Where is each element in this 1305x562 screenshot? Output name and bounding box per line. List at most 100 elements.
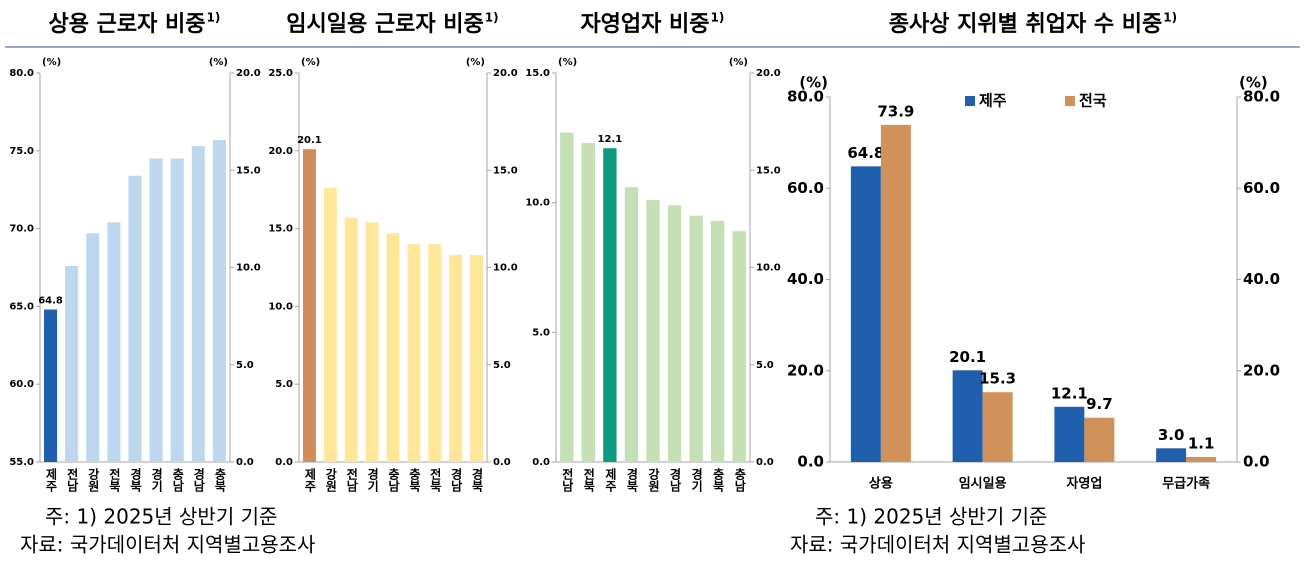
y2-unit: (%): [729, 57, 748, 68]
bar: [44, 309, 58, 462]
bar: [1084, 417, 1115, 462]
bar: [86, 233, 100, 462]
x-tick-label: 경기: [150, 468, 164, 493]
title-superscript: 1): [207, 11, 221, 25]
y-unit: (%): [42, 57, 61, 68]
y2-tick-label: 15.0: [756, 165, 781, 176]
x-tick-label: 전남: [560, 467, 574, 493]
title-superscript: 1): [1163, 11, 1177, 25]
x-tick-label: 경기: [366, 468, 380, 493]
legend-swatch: [965, 96, 975, 106]
x-tick-label: 경북: [129, 468, 143, 493]
x-tick-label: 제주: [603, 468, 617, 493]
y2-tick-label: 0.0: [1243, 453, 1270, 471]
bar: [323, 188, 337, 463]
bar: [149, 158, 163, 462]
bar: [710, 220, 725, 462]
x-tick-label: 충북: [711, 467, 725, 493]
legend-label: 제주: [979, 92, 1007, 110]
y-tick-label: 40.0: [787, 270, 824, 288]
y2-tick-label: 5.0: [236, 360, 254, 371]
bar: [1186, 456, 1217, 462]
y2-tick-label: 0.0: [236, 457, 254, 468]
bar: [1156, 448, 1187, 462]
x-tick-label: 강원: [86, 468, 100, 493]
data-label: 20.1: [297, 135, 322, 146]
bar: [428, 244, 442, 462]
bar: [65, 265, 79, 462]
chart-title: 임시일용 근로자 비중: [286, 12, 483, 37]
legend-swatch: [1065, 96, 1075, 106]
bar: [982, 392, 1013, 462]
bar: [365, 222, 379, 462]
x-tick-label: 충남: [387, 467, 401, 493]
bar: [449, 255, 463, 462]
y-unit: (%): [558, 57, 577, 68]
y2-tick-label: 60.0: [1243, 179, 1280, 197]
bar: [850, 166, 881, 462]
data-label: 64.8: [847, 144, 884, 162]
x-tick-label: 충북: [407, 467, 421, 493]
y2-tick-label: 10.0: [236, 263, 261, 274]
bar: [603, 148, 617, 462]
y-tick-label: 80.0: [9, 68, 34, 79]
y-tick-label: 65.0: [9, 301, 34, 312]
bar: [191, 146, 205, 462]
bar: [581, 143, 596, 462]
x-tick-label: 전남: [345, 467, 359, 493]
bar: [107, 222, 121, 462]
y-tick-label: 55.0: [9, 457, 34, 468]
x-tick-label: 충남: [733, 467, 747, 493]
y2-tick-label: 10.0: [493, 263, 518, 274]
x-tick-label: 제주: [44, 468, 58, 493]
source: 자료: 국가데이터처 지역별고용조사: [20, 533, 315, 557]
y-tick-label: 0.0: [797, 453, 824, 471]
y2-unit: (%): [1239, 74, 1268, 92]
footnote: 주: 1) 2025년 상반기 기준: [45, 505, 277, 529]
bar: [470, 255, 484, 462]
title-superscript: 1): [485, 11, 499, 25]
data-label: 9.7: [1086, 395, 1113, 413]
bar: [646, 200, 660, 462]
data-label: 1.1: [1188, 434, 1215, 452]
y-tick-label: 0.0: [532, 457, 550, 468]
data-label: 20.1: [949, 348, 986, 366]
y2-tick-label: 20.0: [236, 68, 261, 79]
x-tick-label: 경기: [690, 468, 704, 493]
x-tick-label: 충남: [171, 467, 185, 493]
x-tick-label: 충북: [213, 467, 227, 493]
chart-title: 자영업자 비중: [580, 12, 709, 37]
y2-tick-label: 15.0: [493, 165, 518, 176]
y2-unit: (%): [466, 57, 485, 68]
x-tick-label: 경북: [470, 468, 484, 493]
chart-title: 상용 근로자 비중: [49, 12, 206, 37]
footnote: 주: 1) 2025년 상반기 기준: [815, 505, 1047, 529]
x-tick-label: 전북: [107, 467, 121, 493]
x-tick-label: 경남: [449, 468, 463, 493]
x-tick-label: 무급가족: [1162, 477, 1210, 492]
bar: [1054, 406, 1085, 462]
y2-tick-label: 20.0: [493, 68, 518, 79]
x-tick-label: 전북: [582, 467, 596, 493]
chart-title: 종사상 지위별 취업자 수 비중: [889, 12, 1163, 37]
y-unit: (%): [301, 57, 320, 68]
x-tick-label: 강원: [324, 468, 338, 493]
data-label: 12.1: [598, 134, 623, 145]
x-tick-label: 임시일용: [959, 476, 1007, 492]
y2-unit: (%): [209, 57, 228, 68]
bar: [212, 139, 226, 462]
y-tick-label: 80.0: [787, 88, 824, 106]
bar: [560, 132, 574, 462]
y2-tick-label: 20.0: [1243, 361, 1280, 379]
y-tick-label: 75.0: [9, 146, 34, 157]
data-label: 64.8: [38, 296, 63, 307]
x-tick-label: 강원: [647, 468, 661, 493]
x-tick-label: 제주: [303, 468, 317, 493]
y-tick-label: 15.0: [525, 68, 550, 79]
y-tick-label: 10.0: [525, 198, 550, 209]
y2-tick-label: 10.0: [756, 263, 781, 274]
bar: [344, 217, 358, 462]
y-tick-label: 10.0: [268, 301, 293, 312]
x-tick-label: 자영업: [1066, 477, 1102, 492]
